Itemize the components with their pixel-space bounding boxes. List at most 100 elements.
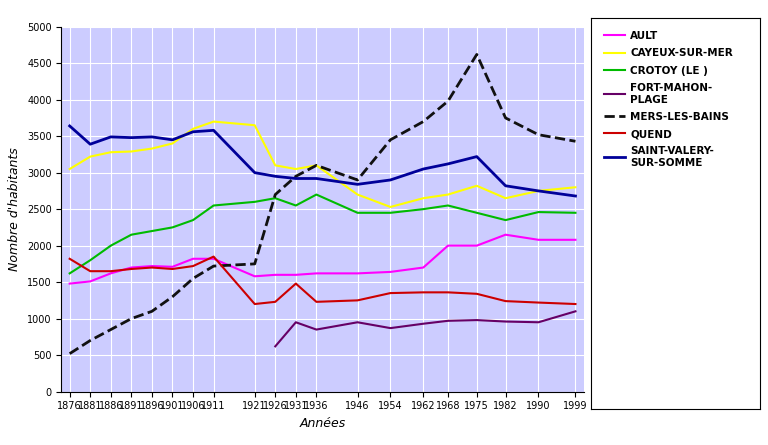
SAINT-VALERY-SUR-SOMME — [85, 142, 94, 147]
FORT-MAHON-PLAGE — [291, 320, 300, 325]
Line: FORT-MAHON-PLAGE: FORT-MAHON-PLAGE — [275, 312, 575, 346]
AULT — [65, 281, 74, 286]
SAINT-VALERY-SUR-SOMME — [188, 129, 197, 134]
SAINT-VALERY-SUR-SOMME — [386, 177, 395, 182]
CROTOY (LE ) — [419, 206, 428, 212]
AULT — [168, 264, 177, 270]
CROTOY (LE ) — [188, 218, 197, 223]
QUEND — [250, 301, 260, 307]
CROTOY (LE ) — [270, 195, 280, 201]
SAINT-VALERY-SUR-SOMME — [65, 123, 74, 129]
FORT-MAHON-PLAGE — [443, 318, 452, 324]
MERS-LES-BAINS — [419, 119, 428, 124]
FORT-MAHON-PLAGE — [270, 344, 280, 349]
QUEND — [127, 266, 136, 271]
CAYEUX-SUR-MER — [443, 192, 452, 197]
CAYEUX-SUR-MER — [270, 163, 280, 168]
AULT — [209, 256, 218, 262]
CROTOY (LE ) — [386, 210, 395, 215]
QUEND — [472, 291, 482, 296]
CROTOY (LE ) — [501, 218, 510, 223]
AULT — [534, 237, 543, 243]
FORT-MAHON-PLAGE — [534, 320, 543, 325]
FORT-MAHON-PLAGE — [419, 321, 428, 326]
Y-axis label: Nombre d'habitants: Nombre d'habitants — [8, 147, 22, 271]
FORT-MAHON-PLAGE — [353, 320, 362, 325]
MERS-LES-BAINS — [65, 351, 74, 356]
SAINT-VALERY-SUR-SOMME — [147, 134, 157, 140]
SAINT-VALERY-SUR-SOMME — [209, 128, 218, 133]
MERS-LES-BAINS — [250, 261, 260, 267]
FORT-MAHON-PLAGE — [571, 309, 580, 314]
QUEND — [168, 266, 177, 271]
CAYEUX-SUR-MER — [127, 149, 136, 154]
CAYEUX-SUR-MER — [353, 192, 362, 197]
QUEND — [65, 256, 74, 262]
SAINT-VALERY-SUR-SOMME — [501, 183, 510, 189]
MERS-LES-BAINS — [571, 138, 580, 144]
CROTOY (LE ) — [168, 225, 177, 230]
MERS-LES-BAINS — [534, 132, 543, 138]
AULT — [312, 271, 321, 276]
MERS-LES-BAINS — [353, 177, 362, 182]
QUEND — [188, 263, 197, 269]
FORT-MAHON-PLAGE — [472, 317, 482, 323]
CROTOY (LE ) — [209, 203, 218, 208]
FORT-MAHON-PLAGE — [386, 325, 395, 331]
CROTOY (LE ) — [472, 210, 482, 215]
AULT — [270, 272, 280, 278]
FORT-MAHON-PLAGE — [501, 319, 510, 324]
MERS-LES-BAINS — [386, 137, 395, 142]
QUEND — [419, 290, 428, 295]
QUEND — [291, 281, 300, 286]
AULT — [291, 272, 300, 278]
SAINT-VALERY-SUR-SOMME — [534, 188, 543, 194]
QUEND — [386, 291, 395, 296]
CAYEUX-SUR-MER — [312, 163, 321, 168]
QUEND — [534, 300, 543, 305]
CAYEUX-SUR-MER — [250, 122, 260, 128]
SAINT-VALERY-SUR-SOMME — [106, 134, 115, 140]
MERS-LES-BAINS — [168, 294, 177, 299]
AULT — [571, 237, 580, 243]
Line: MERS-LES-BAINS: MERS-LES-BAINS — [70, 54, 575, 354]
CROTOY (LE ) — [353, 210, 362, 215]
SAINT-VALERY-SUR-SOMME — [270, 174, 280, 179]
SAINT-VALERY-SUR-SOMME — [419, 166, 428, 172]
QUEND — [353, 298, 362, 303]
QUEND — [571, 301, 580, 307]
CAYEUX-SUR-MER — [571, 185, 580, 190]
CAYEUX-SUR-MER — [386, 204, 395, 210]
AULT — [127, 265, 136, 270]
CAYEUX-SUR-MER — [534, 188, 543, 194]
MERS-LES-BAINS — [443, 98, 452, 104]
CROTOY (LE ) — [65, 271, 74, 276]
SAINT-VALERY-SUR-SOMME — [353, 182, 362, 187]
AULT — [85, 279, 94, 284]
CAYEUX-SUR-MER — [209, 119, 218, 124]
AULT — [353, 271, 362, 276]
QUEND — [443, 290, 452, 295]
FORT-MAHON-PLAGE — [312, 327, 321, 332]
CAYEUX-SUR-MER — [188, 126, 197, 132]
CROTOY (LE ) — [443, 203, 452, 208]
CROTOY (LE ) — [291, 203, 300, 208]
CAYEUX-SUR-MER — [85, 154, 94, 159]
CAYEUX-SUR-MER — [65, 166, 74, 172]
AULT — [188, 256, 197, 262]
QUEND — [106, 268, 115, 274]
CAYEUX-SUR-MER — [291, 166, 300, 172]
SAINT-VALERY-SUR-SOMME — [312, 176, 321, 181]
Line: QUEND: QUEND — [70, 257, 575, 304]
MERS-LES-BAINS — [291, 174, 300, 179]
CROTOY (LE ) — [250, 199, 260, 205]
SAINT-VALERY-SUR-SOMME — [127, 135, 136, 140]
CAYEUX-SUR-MER — [147, 146, 157, 151]
MERS-LES-BAINS — [209, 263, 218, 269]
QUEND — [312, 299, 321, 304]
MERS-LES-BAINS — [472, 52, 482, 57]
MERS-LES-BAINS — [127, 316, 136, 321]
AULT — [443, 243, 452, 248]
X-axis label: Années: Années — [300, 417, 346, 430]
MERS-LES-BAINS — [312, 163, 321, 168]
